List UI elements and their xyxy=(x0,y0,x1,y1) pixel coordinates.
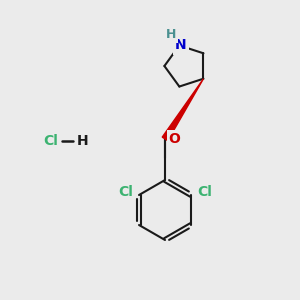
Text: Cl: Cl xyxy=(118,185,133,199)
Text: H: H xyxy=(77,134,88,148)
Text: Cl: Cl xyxy=(197,185,212,199)
Text: N: N xyxy=(175,38,187,52)
Polygon shape xyxy=(162,79,203,141)
Text: Cl: Cl xyxy=(44,134,59,148)
Text: H: H xyxy=(166,28,176,40)
Text: O: O xyxy=(169,132,181,146)
